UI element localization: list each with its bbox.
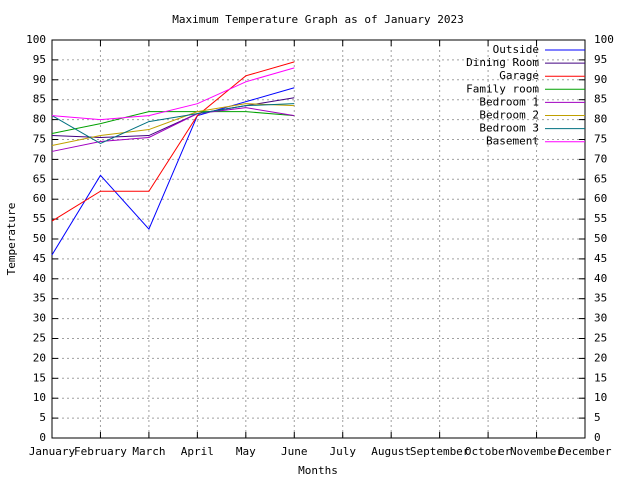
y-tick-label: 95 [33,53,46,66]
y-tick-label: 30 [33,312,46,325]
series-line [51,103,295,146]
y2-tick-label: 5 [594,411,601,424]
y2-tick-label: 70 [594,152,607,165]
y-tick-label: 10 [33,391,46,404]
series-line [51,87,295,256]
x-tick-label: July [329,445,356,458]
x-tick-label: May [236,445,256,458]
y-tick-label: 15 [33,371,46,384]
y2-tick-label: 100 [594,33,614,46]
y2-tick-label: 35 [594,292,607,305]
y-tick-label: 85 [33,93,46,106]
legend-label: Bedroom 2 [479,109,539,122]
y-tick-label: 0 [39,431,46,444]
series-line [51,111,295,135]
y2-tick-label: 65 [594,172,607,185]
y2-tick-label: 30 [594,312,607,325]
series-line [51,61,295,222]
x-tick-label: September [410,445,470,458]
y2-tick-label: 60 [594,192,607,205]
chart-title: Maximum Temperature Graph as of January … [172,13,463,26]
y-tick-label: 75 [33,133,46,146]
y-tick-label: 5 [39,411,46,424]
y2-tick-label: 95 [594,53,607,66]
y2-tick-label: 75 [594,133,607,146]
y-tick-label: 45 [33,252,46,265]
y-tick-label: 20 [33,351,46,364]
y-tick-label: 50 [33,232,46,245]
x-tick-label: October [465,445,512,458]
y2-tick-label: 20 [594,351,607,364]
y-tick-label: 90 [33,73,46,86]
y2-tick-label: 10 [594,391,607,404]
x-tick-label: January [29,445,76,458]
y-tick-label: 70 [33,152,46,165]
legend-label: Basement [486,135,539,148]
y-tick-label: 55 [33,212,46,225]
series-line [51,107,295,152]
series-line [51,67,295,121]
legend-label: Bedroom 1 [479,95,539,108]
y-tick-label: 40 [33,272,46,285]
x-tick-label: April [181,445,214,458]
legend-label: Outside [493,43,539,56]
y2-tick-label: 25 [594,332,607,345]
legend-label: Dining Room [466,56,539,69]
legend-label: Family room [466,82,539,95]
y2-tick-label: 55 [594,212,607,225]
y2-tick-label: 15 [594,371,607,384]
x-tick-label: August [371,445,411,458]
x-tick-label: June [281,445,308,458]
x-tick-label: February [74,445,127,458]
y-axis-label: Temperature [5,203,18,276]
x-tick-label: December [559,445,612,458]
y2-tick-label: 40 [594,272,607,285]
y2-tick-label: 85 [594,93,607,106]
series-line [51,103,295,145]
x-tick-label: March [132,445,165,458]
y2-tick-label: 50 [594,232,607,245]
y2-tick-label: 90 [594,73,607,86]
y2-tick-label: 45 [594,252,607,265]
legend-label: Garage [499,69,539,82]
y-tick-label: 80 [33,113,46,126]
y2-tick-label: 0 [594,431,601,444]
y-tick-label: 65 [33,172,46,185]
y-tick-label: 60 [33,192,46,205]
y2-tick-label: 80 [594,113,607,126]
y-tick-label: 100 [26,33,46,46]
legend-label: Bedroom 3 [479,122,539,135]
x-tick-label: November [510,445,563,458]
y-tick-label: 35 [33,292,46,305]
plot-frame [51,39,586,439]
x-axis-label: Months [298,464,338,477]
y-tick-label: 25 [33,332,46,345]
